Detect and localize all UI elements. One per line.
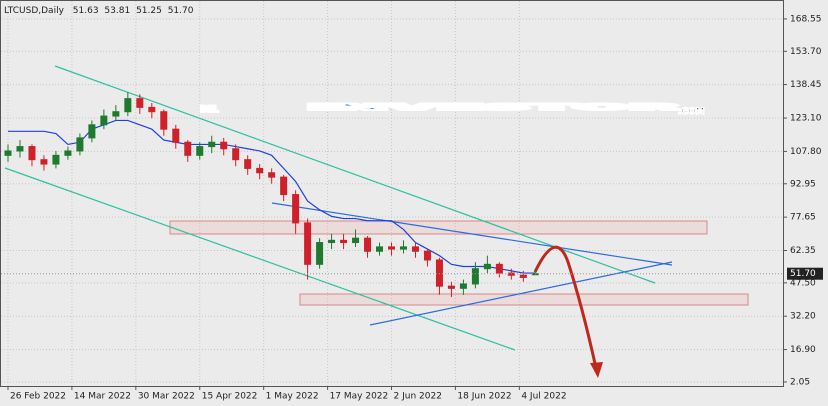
candle-body xyxy=(399,246,407,250)
y-tick-label: 153.70 xyxy=(790,47,822,57)
y-tick-label: 123.10 xyxy=(790,114,822,124)
watermark-investor: INVESTOR xyxy=(308,103,680,113)
candle-body xyxy=(16,146,24,152)
x-tick-label: 4 Jul 2022 xyxy=(521,392,566,402)
symbol: LTCUSD,Daily xyxy=(4,6,65,16)
triangle-lower xyxy=(369,261,673,326)
candle-body xyxy=(40,159,48,165)
candle-body xyxy=(208,141,216,148)
candle-body xyxy=(4,150,12,156)
candle-body xyxy=(316,242,324,265)
candle-body xyxy=(483,263,491,270)
candle-body xyxy=(471,268,479,285)
x-tick-label: 2 Jun 2022 xyxy=(394,392,442,402)
x-tick-label: 17 May 2022 xyxy=(330,392,389,402)
candle-body xyxy=(340,239,348,244)
y-tick-label: 2.05 xyxy=(790,377,810,387)
candle-body xyxy=(280,176,288,196)
candle-body xyxy=(244,159,252,169)
y-tick-label: 47.50 xyxy=(790,278,816,288)
x-tick-label: 14 Mar 2022 xyxy=(74,392,131,402)
candle-body xyxy=(304,222,312,265)
x-tick-label: 26 Feb 2022 xyxy=(10,392,66,402)
candle-body xyxy=(388,246,396,250)
channel-lower xyxy=(4,167,516,351)
candle-body xyxy=(196,146,204,156)
candle-body xyxy=(136,98,144,108)
candle-body xyxy=(28,146,36,161)
close: 51.70 xyxy=(168,6,194,16)
y-tick-label: 16.90 xyxy=(790,345,816,355)
price-tag-label: 51.70 xyxy=(790,269,816,279)
candle-body xyxy=(64,150,72,156)
candle-body xyxy=(232,148,240,161)
candles xyxy=(4,92,539,298)
candle-body xyxy=(220,141,228,150)
candle-body xyxy=(364,237,372,252)
resistance-zone xyxy=(169,220,708,235)
candle-body xyxy=(459,283,467,289)
y-tick-label: 107.80 xyxy=(790,147,822,157)
candle-body xyxy=(256,167,264,174)
candle-body xyxy=(423,250,431,261)
triangle-upper xyxy=(271,202,673,266)
x-tick-label: 1 May 2022 xyxy=(266,392,319,402)
candle-body xyxy=(100,115,108,126)
candle-body xyxy=(268,172,276,178)
candle-body xyxy=(411,246,419,252)
header: LTCUSD,Daily 51.63 53.81 51.25 51.70 xyxy=(4,6,194,16)
indicator-line xyxy=(7,119,536,274)
y-tick-label: 168.55 xyxy=(790,14,822,24)
watermark: BEL INVESTOR .COM xyxy=(199,102,705,118)
candle-body xyxy=(52,154,60,165)
y-tick-label: 138.45 xyxy=(790,80,822,90)
price-tag xyxy=(787,267,823,280)
candle-body xyxy=(76,137,84,152)
high: 53.81 xyxy=(104,6,130,16)
candle-body xyxy=(352,237,360,244)
candle-body xyxy=(328,239,336,244)
arrow-head xyxy=(590,362,603,378)
watermark-bel: BEL xyxy=(200,105,219,115)
candle-body xyxy=(112,111,120,117)
candle-body xyxy=(148,106,156,113)
candle-body xyxy=(124,98,132,113)
open: 51.63 xyxy=(73,6,99,16)
support-zone xyxy=(299,293,749,306)
y-tick-label: 77.65 xyxy=(790,213,816,223)
forecast-arrow xyxy=(533,245,598,369)
candle-body xyxy=(88,124,96,139)
x-tick-label: 15 Apr 2022 xyxy=(202,392,258,402)
candle-body xyxy=(184,141,192,156)
grid xyxy=(1,1,783,386)
candle-body xyxy=(447,285,455,289)
candle-body xyxy=(435,259,443,287)
candle-body xyxy=(160,111,168,130)
watermark-com: .COM xyxy=(678,107,705,117)
x-tick-label: 30 Mar 2022 xyxy=(138,392,195,402)
candle-body xyxy=(172,128,180,143)
low: 51.25 xyxy=(136,6,162,16)
y-tick-label: 62.35 xyxy=(790,246,816,256)
y-tick-label: 32.20 xyxy=(790,312,816,322)
candle-body xyxy=(519,274,527,278)
candle-body xyxy=(495,263,503,274)
x-tick-label: 18 Jun 2022 xyxy=(457,392,511,402)
y-tick-label: 92.95 xyxy=(790,179,816,189)
candle-body xyxy=(376,246,384,252)
candle-body xyxy=(292,194,300,224)
